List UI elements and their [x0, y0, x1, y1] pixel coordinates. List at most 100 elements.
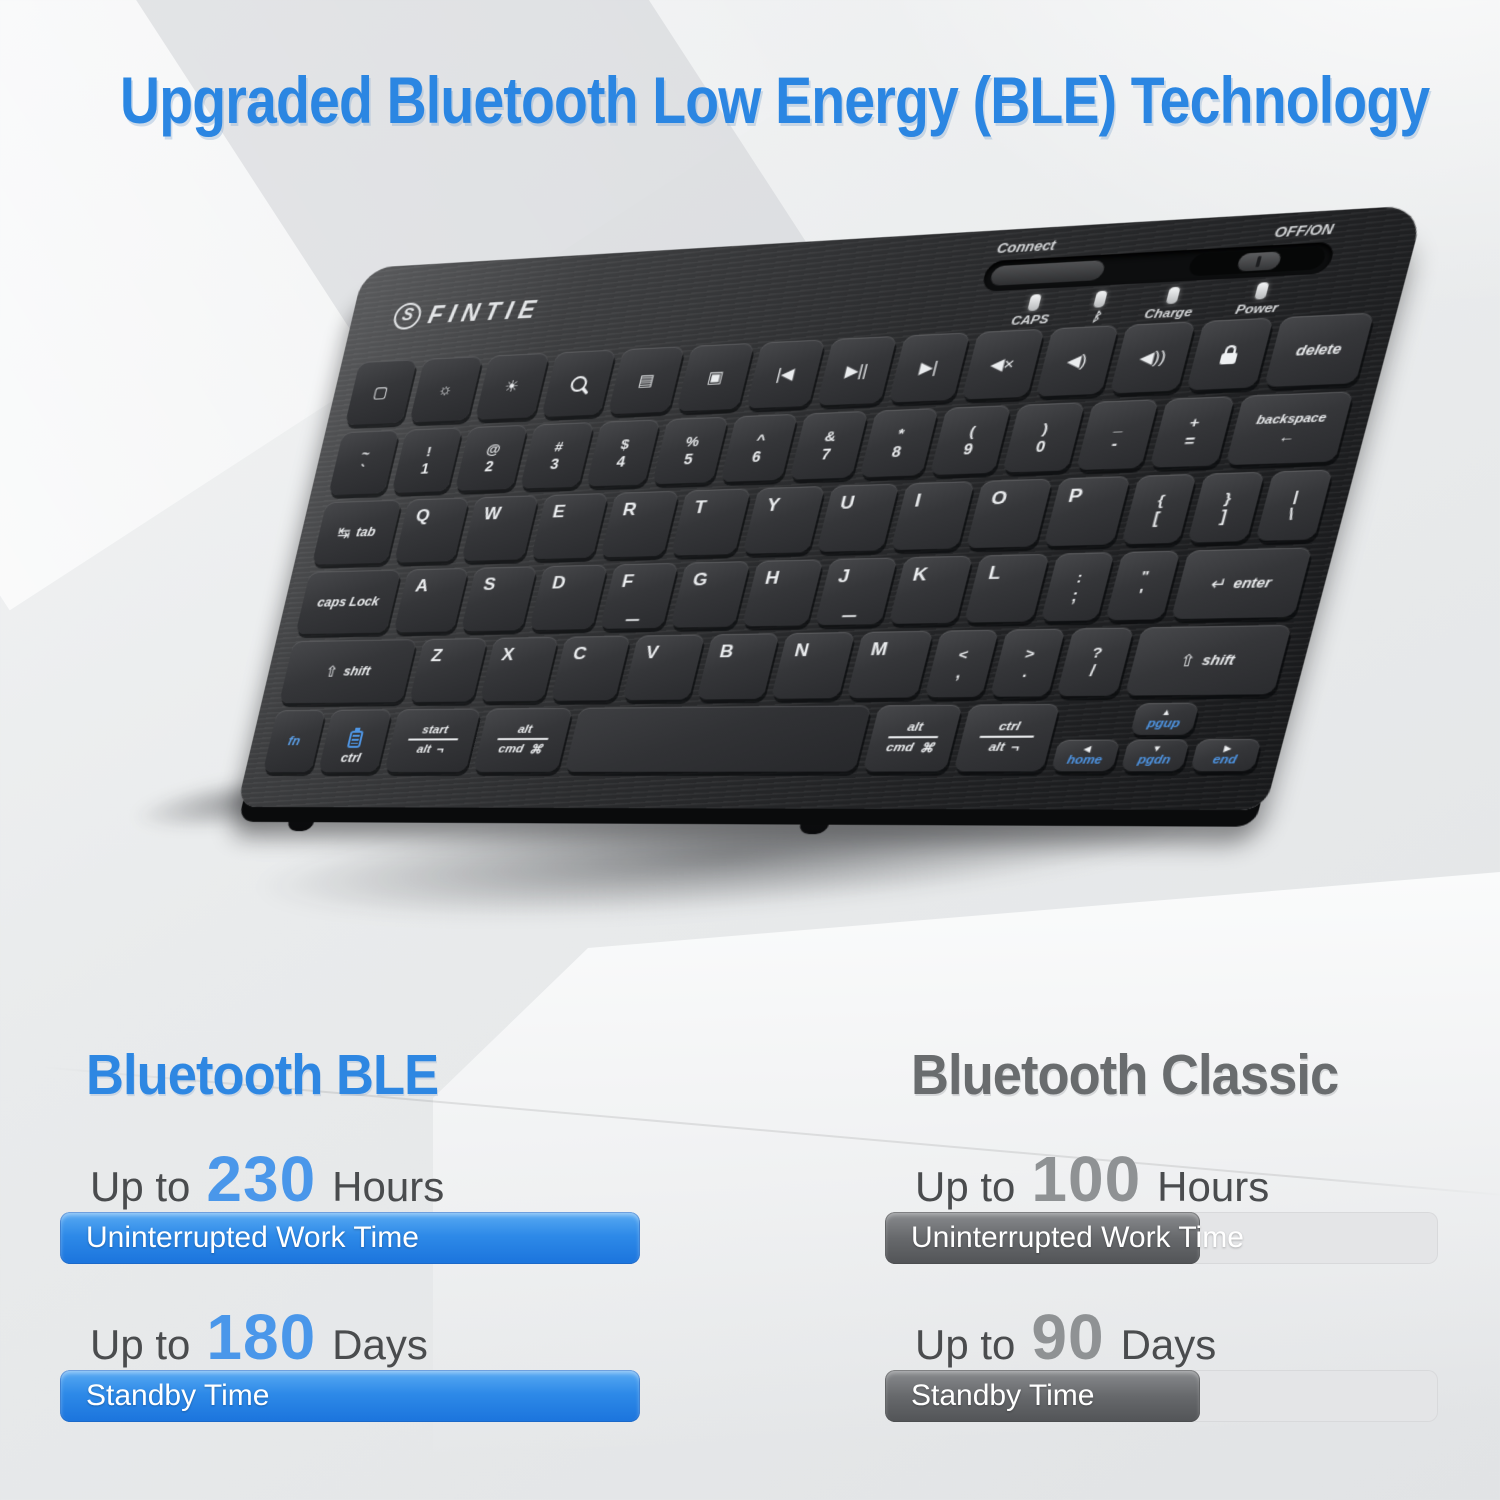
key-v: V — [622, 634, 705, 701]
key-bottom-label: 4 — [614, 453, 628, 471]
stat-bar-left-2: Standby Time — [60, 1370, 640, 1422]
pgdn-key: ▼ pgdn — [1120, 739, 1191, 772]
key-t: T — [670, 488, 752, 556]
alt-cmd-key: alt cmd ⌘ — [473, 707, 573, 772]
key-label: J — [836, 566, 852, 587]
pgdn-key-label: pgdn — [1136, 753, 1172, 767]
key-j: J — [814, 557, 898, 626]
stat-prefix: Up to — [90, 1163, 191, 1210]
key-bottom-label: 5 — [681, 450, 695, 468]
stat-bar-fill: Uninterrupted Work Time — [885, 1212, 1244, 1264]
key-content: backspace ← — [1250, 411, 1328, 446]
key-divider — [407, 738, 459, 741]
brightness-down-icon: ☼ — [436, 380, 455, 399]
key-bottom-label: 1 — [419, 460, 431, 478]
previous-track-icon: |◀ — [774, 364, 797, 384]
lock-icon — [1219, 352, 1239, 364]
brightness-up-icon: ☀ — [502, 377, 521, 396]
stat-unit: Hours — [332, 1163, 445, 1210]
power-led-label: Power — [1234, 301, 1280, 317]
alt-cmd-right-key: alt cmd ⌘ — [863, 704, 963, 772]
key-label: S — [481, 574, 498, 595]
key-label: F — [619, 571, 636, 592]
pgdn-key-arrow-icon: ▼ — [1151, 743, 1164, 754]
brand-logo: S FINTIE — [391, 295, 545, 331]
key-k: K — [888, 555, 973, 624]
comparison-column-ble: Bluetooth BLE Up to 230 Hours Uninterrupted … — [60, 1042, 640, 1462]
key-5: % 5 — [652, 416, 729, 485]
key-bottom-label: ] — [1218, 507, 1229, 526]
shift-arrow-icon: ⇧ — [323, 663, 340, 681]
bluetooth-led-label: ᛒ — [1090, 310, 1103, 324]
spacebar-key — [563, 705, 872, 772]
start-alt-key: start alt ¬ — [384, 708, 482, 773]
key-top-label: < — [957, 646, 971, 663]
key-top-label: ~ — [359, 445, 372, 462]
stat-bar-right-1: Uninterrupted Work Time — [885, 1212, 1438, 1264]
quote-key: " ' — [1105, 550, 1181, 621]
key-f: F — [598, 562, 679, 629]
key-7: & 7 — [789, 410, 868, 480]
stat-line-right-1: Up to 100 Hours — [915, 1142, 1269, 1216]
stat-line-right-2: Up to 90 Days — [915, 1300, 1216, 1374]
key-label: M — [868, 638, 890, 660]
mute-key: ◀× — [960, 328, 1045, 400]
keyboard: S FINTIE Connect OFF/ON CAPS ᛒ Charge Power… — [236, 204, 1426, 835]
key-label: H — [762, 567, 782, 589]
pgup-key-arrow-icon: ▲ — [1160, 707, 1173, 718]
key-top-label: ? — [1090, 644, 1105, 661]
key-content: ↹ tab — [336, 524, 377, 542]
enter-key: ↵ enter — [1170, 547, 1313, 620]
key-4: $4 — [585, 419, 661, 487]
key-top-label: @ — [484, 440, 503, 457]
key-divider — [887, 735, 938, 739]
brightness-up-key: ☀ — [474, 352, 550, 420]
key-0: ) 0 — [1002, 402, 1085, 473]
backspace-key: backspace ← — [1225, 391, 1354, 466]
key-bottom-label: 3 — [548, 455, 561, 473]
power-led-icon — [1253, 281, 1270, 300]
stat-value: 100 — [1031, 1143, 1142, 1215]
indicator-bluetooth: ᛒ — [1089, 290, 1109, 324]
keyboard-row-5: fn ctrl start alt ¬ alt cmd ⌘ alt cmd ⌘ ctrl alt ¬ ◀ ho… — [262, 702, 1272, 773]
delete-key: delete — [1264, 312, 1375, 388]
key-label: A — [413, 575, 431, 596]
key-bottom-label: \ — [1286, 505, 1296, 524]
key-w: W — [461, 495, 539, 561]
key-8: * 8 — [858, 408, 939, 478]
key-top-label: > — [1023, 645, 1037, 662]
key-bottom-label: - — [1109, 434, 1120, 453]
bluetooth-led-icon — [1093, 290, 1109, 308]
key-bottom-label: ` — [357, 462, 366, 480]
previous-track-key: |◀ — [745, 339, 826, 409]
key-rows: ▢ ☼ ☀ ▤ ▣ |◀ ▶|| ▶| ◀× ◀) ◀)) delete ~ `! 1 @2 #3 $4% 5 ^ 6 &… — [262, 312, 1375, 773]
volume-up-icon: ◀)) — [1137, 347, 1169, 368]
key-bottom-label: alt — [987, 741, 1007, 755]
key-label: P — [1066, 485, 1085, 507]
cmd-icon: ⌘ — [918, 740, 936, 756]
key-label: ctrl — [339, 750, 363, 766]
key-top-label: ^ — [754, 430, 768, 447]
key-p: P — [1043, 476, 1131, 547]
minus-key: _ - — [1075, 399, 1160, 471]
onoff-label: OFF/ON — [1272, 220, 1336, 241]
pgup-key-label: pgup — [1145, 717, 1182, 731]
headline: Upgraded Bluetooth Low Energy (BLE) Tech… — [120, 63, 1430, 137]
enter-arrow-icon: ↵ — [1208, 574, 1229, 594]
key-o: O — [966, 478, 1053, 549]
keyboard-body: S FINTIE Connect OFF/ON CAPS ᛒ Charge Power… — [236, 204, 1426, 811]
key-label: delete — [1294, 341, 1344, 359]
control-block: Connect OFF/ON CAPS ᛒ Charge Power — [971, 221, 1342, 330]
charge-led-icon — [1165, 286, 1181, 304]
key-top-label: ) — [1040, 419, 1051, 437]
key-label: backspace — [1255, 410, 1329, 427]
search-key — [540, 349, 617, 417]
key-bottom: cmd ⌘ — [497, 742, 544, 757]
key-label: L — [986, 562, 1004, 584]
key-3: #3 — [519, 422, 594, 489]
tab-key: ↹ tab — [311, 499, 402, 565]
key-label: V — [643, 642, 661, 663]
pgup-key: ▲ pgup — [1129, 702, 1201, 736]
key-top-label: start — [420, 724, 450, 737]
key-divider — [497, 737, 549, 741]
